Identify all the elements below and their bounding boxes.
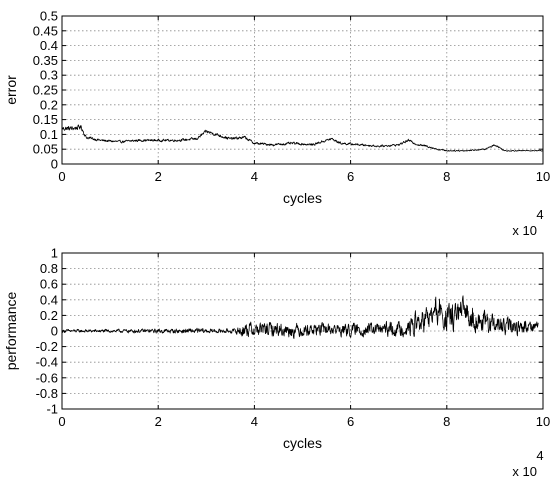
series-line <box>61 295 539 339</box>
y-tick-label: 1 <box>51 246 58 261</box>
y-tick-label: 0 <box>51 157 58 172</box>
x-tick-label: 4 <box>251 414 258 429</box>
y-tick-label: 0.3 <box>40 68 58 83</box>
error-plot: 0 2 4 6 8 10 00.050.10.150.20.250.30.350.40.45… <box>3 9 550 239</box>
y-tick-label: 0.25 <box>33 83 58 98</box>
y-tick-label: 0.5 <box>40 9 58 24</box>
y-tick-label: 0.8 <box>40 261 58 276</box>
x-multiplier-base: x 10 <box>512 223 537 238</box>
y-tick-label: 0 <box>51 324 58 339</box>
y-axis-label: error <box>3 75 19 105</box>
x-axis-label: cycles <box>283 190 322 206</box>
y-tick-label: -0.6 <box>36 370 58 385</box>
performance-plot: 0 2 4 6 8 10-1-0.8-0.6-0.4-0.200.20.40.60.81c… <box>3 246 550 480</box>
x-tick-label: 4 <box>251 169 258 184</box>
x-tick-label: 6 <box>347 169 354 184</box>
y-tick-label: 0.2 <box>40 97 58 112</box>
y-tick-label: 0.05 <box>33 142 58 157</box>
x-tick-label: 10 <box>536 169 550 184</box>
x-multiplier-base: x 10 <box>512 464 537 479</box>
x-tick-label: 2 <box>155 414 162 429</box>
x-axis-label: cycles <box>283 435 322 451</box>
y-tick-label: 0.35 <box>33 53 58 68</box>
y-tick-label: 0.4 <box>40 38 58 53</box>
series-line <box>61 124 544 152</box>
y-axis-label: performance <box>3 291 19 370</box>
y-tick-label: 0.15 <box>33 112 58 127</box>
x-tick-label: 2 <box>155 169 162 184</box>
x-tick-label: 8 <box>443 169 450 184</box>
x-tick-label: 0 <box>58 169 65 184</box>
y-tick-label: 0.1 <box>40 127 58 142</box>
y-tick-label: 0.6 <box>40 277 58 292</box>
x-tick-label: 10 <box>536 414 550 429</box>
x-multiplier-exponent: 4 <box>536 207 543 222</box>
y-tick-label: 0.2 <box>40 308 58 323</box>
x-tick-label: 0 <box>58 414 65 429</box>
y-tick-label: -0.2 <box>36 339 58 354</box>
y-tick-label: 0.45 <box>33 23 58 38</box>
y-tick-label: -1 <box>46 402 58 417</box>
y-tick-label: -0.8 <box>36 386 58 401</box>
x-tick-label: 8 <box>443 414 450 429</box>
x-tick-label: 6 <box>347 414 354 429</box>
y-tick-label: -0.4 <box>36 355 58 370</box>
x-multiplier-exponent: 4 <box>536 448 543 463</box>
y-tick-label: 0.4 <box>40 292 58 307</box>
